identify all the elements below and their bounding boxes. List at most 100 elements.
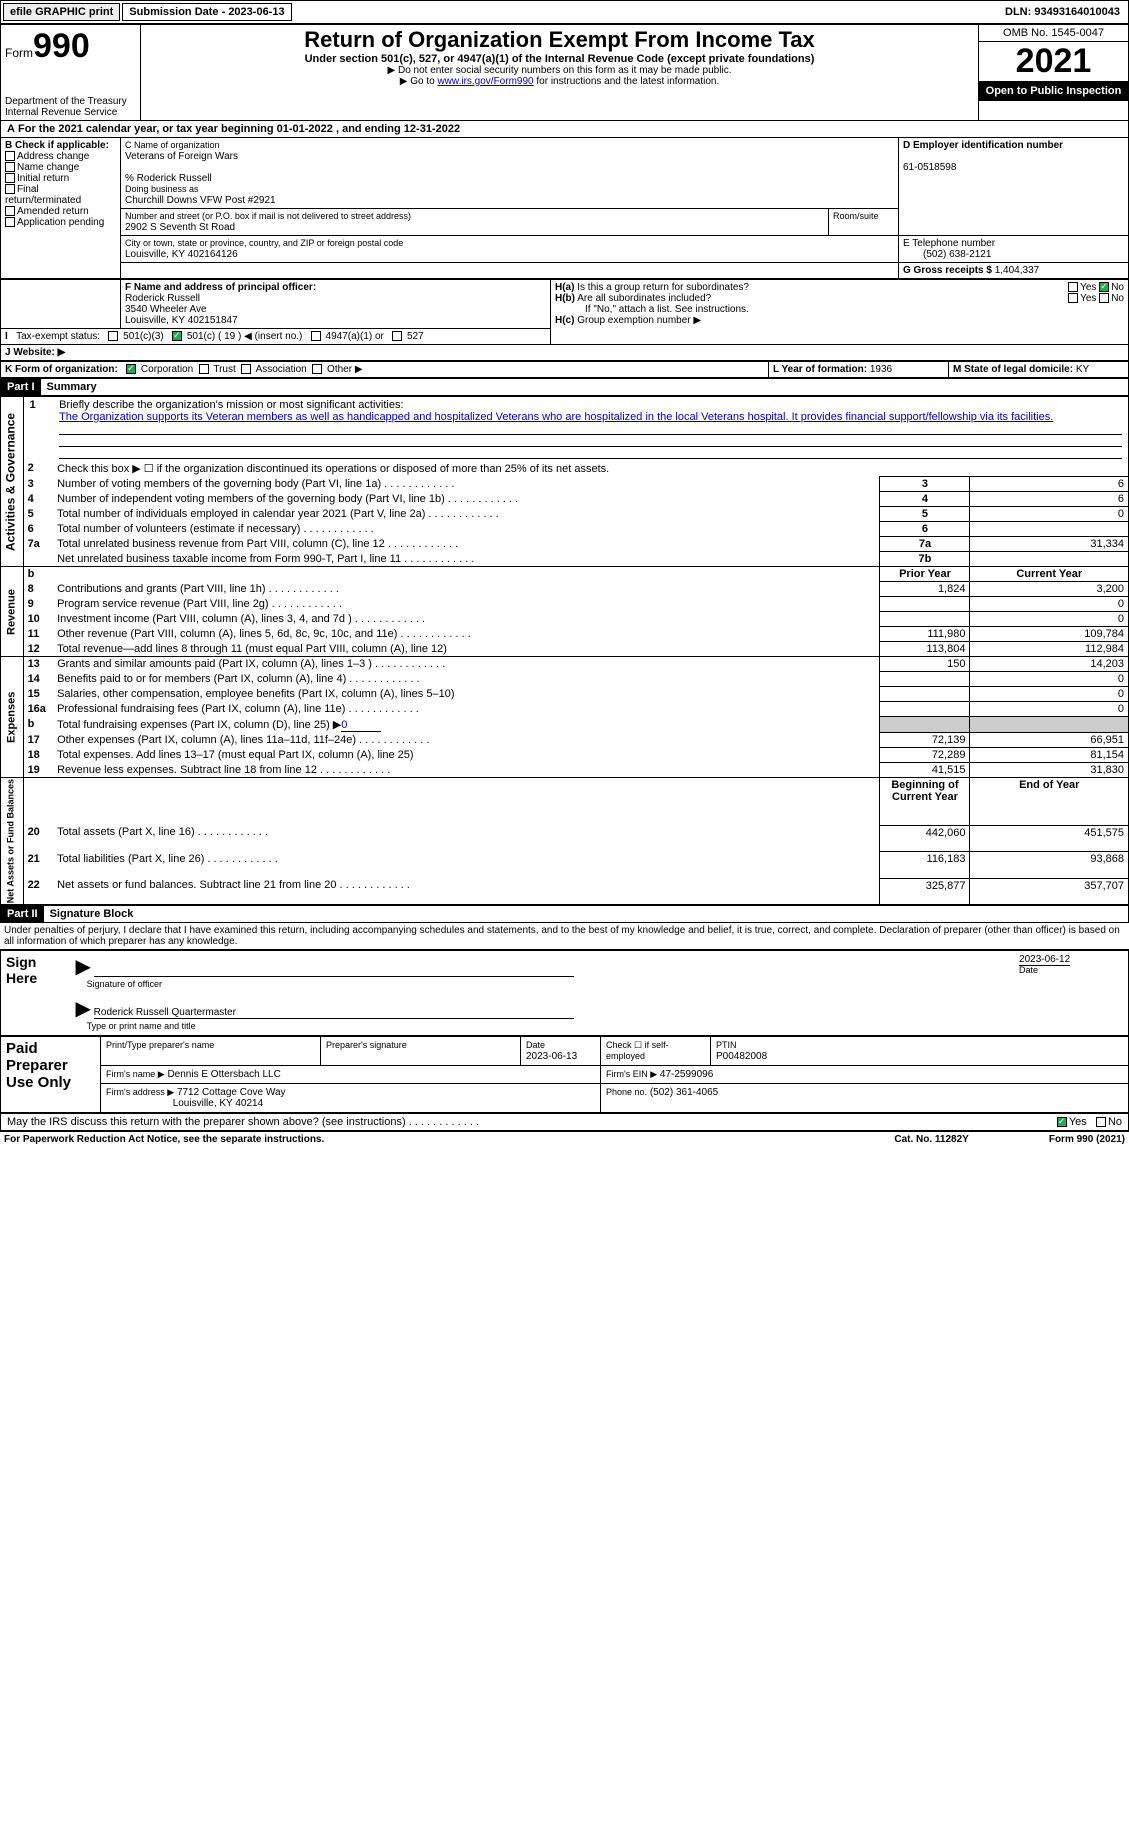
l2-text: Check this box ▶ ☐ if the organization d… <box>53 461 1128 477</box>
website-lbl: J Website: ▶ <box>5 347 65 358</box>
officer-name: Roderick Russell <box>125 293 200 304</box>
block-d-lbl: D Employer identification number <box>903 140 1063 151</box>
part2-header: Part II Signature Block <box>0 905 1129 923</box>
ha-no[interactable] <box>1099 282 1109 292</box>
efile-print-button[interactable]: efile GRAPHIC print <box>3 3 120 21</box>
officer-addr1: 3540 Wheeler Ave <box>125 304 207 315</box>
line-21: Total liabilities (Part X, line 26) <box>53 852 880 879</box>
prior-year-hdr: Prior Year <box>880 567 970 582</box>
line-12: Total revenue—add lines 8 through 11 (mu… <box>53 642 880 657</box>
sig-arrow-icon: ▶ <box>76 956 91 978</box>
chk-initial-return[interactable] <box>5 173 15 183</box>
chk-other[interactable] <box>312 364 322 374</box>
chk-4947[interactable] <box>311 331 321 341</box>
chk-501c3[interactable] <box>108 331 118 341</box>
gross-receipts: 1,404,337 <box>995 265 1040 276</box>
officer-addr2: Louisville, KY 402151847 <box>125 315 238 326</box>
year-formation: 1936 <box>870 364 892 375</box>
paid-preparer-label: Paid Preparer Use Only <box>1 1037 101 1113</box>
chk-501c[interactable] <box>172 331 182 341</box>
chk-trust[interactable] <box>199 364 209 374</box>
dba-lbl: Doing business as <box>125 184 199 194</box>
chk-final-return[interactable] <box>5 184 15 194</box>
line-18: Total expenses. Add lines 13–17 (must eq… <box>53 748 880 763</box>
tax-exempt-lbl: Tax-exempt status: <box>16 331 100 342</box>
ein: 61-0518598 <box>903 162 956 173</box>
phone: (502) 638-2121 <box>903 249 991 260</box>
line-7a: Total unrelated business revenue from Pa… <box>53 537 880 552</box>
line-6: Total number of volunteers (estimate if … <box>53 522 880 537</box>
sidebar-revenue: Revenue <box>1 567 24 657</box>
sign-here-label: Sign Here <box>1 951 71 1036</box>
chk-address-change[interactable] <box>5 151 15 161</box>
val-5: 0 <box>970 507 1129 522</box>
submission-date: Submission Date - 2023-06-13 <box>122 3 291 21</box>
block-e-lbl: E Telephone number <box>903 238 995 249</box>
chk-assoc[interactable] <box>241 364 251 374</box>
city-lbl: City or town, state or province, country… <box>125 238 403 248</box>
omb: OMB No. 1545-0047 <box>979 25 1128 42</box>
val-7b <box>970 552 1129 567</box>
perjury-decl: Under penalties of perjury, I declare th… <box>0 923 1129 950</box>
footer: For Paperwork Reduction Act Notice, see … <box>0 1131 1129 1147</box>
chk-app-pending[interactable] <box>5 217 15 227</box>
block-k-lbl: K Form of organization: <box>5 364 118 375</box>
line-8: Contributions and grants (Part VIII, lin… <box>53 582 880 597</box>
form-subtitle: Under section 501(c), 527, or 4947(a)(1)… <box>145 53 974 65</box>
mission-text: The Organization supports its Veteran me… <box>59 411 1053 423</box>
line-3: Number of voting members of the governin… <box>53 477 880 492</box>
room-lbl: Room/suite <box>833 211 879 221</box>
ha-yes[interactable] <box>1068 282 1078 292</box>
dba: Churchill Downs VFW Post #2921 <box>125 195 276 206</box>
irs-link[interactable]: www.irs.gov/Form990 <box>437 76 533 87</box>
form-title: Return of Organization Exempt From Incom… <box>145 27 974 53</box>
entity-block: B Check if applicable: Address change Na… <box>0 137 1129 279</box>
sidebar-activities: Activities & Governance <box>1 397 24 567</box>
self-employed-chk[interactable]: Check ☐ if self-employed <box>606 1040 669 1061</box>
chk-amended[interactable] <box>5 206 15 216</box>
officer-block: F Name and address of principal officer:… <box>0 279 1129 361</box>
hb-yes[interactable] <box>1068 293 1078 303</box>
chk-527[interactable] <box>392 331 402 341</box>
block-b-label: B Check if applicable: <box>5 140 109 151</box>
block-f-lbl: F Name and address of principal officer: <box>125 282 316 293</box>
care-of: % Roderick Russell <box>125 173 212 184</box>
line-5: Total number of individuals employed in … <box>53 507 880 522</box>
ptin: P00482008 <box>716 1051 767 1062</box>
current-year-hdr: Current Year <box>970 567 1129 582</box>
chk-corp[interactable] <box>126 364 136 374</box>
discuss-yes[interactable] <box>1057 1117 1067 1127</box>
dln: DLN: 93493164010043 <box>997 4 1128 20</box>
line-20: Total assets (Part X, line 16) <box>53 825 880 852</box>
irs-label: Internal Revenue Service <box>5 107 136 118</box>
line-14: Benefits paid to or for members (Part IX… <box>53 672 880 687</box>
line-7b: Net unrelated business taxable income fr… <box>53 552 880 567</box>
hc-label: Group exemption number ▶ <box>577 315 701 326</box>
hb-no[interactable] <box>1099 293 1109 303</box>
street: 2902 S Seventh St Road <box>125 222 235 233</box>
l1-label: Briefly describe the organization's miss… <box>59 399 403 411</box>
open-inspection: Open to Public Inspection <box>979 81 1128 101</box>
officer-name-title: Roderick Russell Quartermaster <box>94 1007 574 1019</box>
firm-ein: 47-2599096 <box>660 1069 713 1080</box>
sidebar-expenses: Expenses <box>1 657 24 778</box>
val-7a: 31,334 <box>970 537 1129 552</box>
form-header: Form990 Department of the Treasury Inter… <box>0 24 1129 121</box>
topbar: efile GRAPHIC print Submission Date - 20… <box>0 0 1129 24</box>
hb-note: If "No," attach a list. See instructions… <box>555 304 749 315</box>
form-label: Form <box>5 46 33 60</box>
part1-header: Part I Summary <box>0 378 1129 396</box>
street-lbl: Number and street (or P.O. box if mail i… <box>125 211 411 221</box>
discuss-no[interactable] <box>1096 1117 1106 1127</box>
state-domicile: KY <box>1076 364 1089 375</box>
line-19: Revenue less expenses. Subtract line 18 … <box>53 763 880 778</box>
tax-year: 2021 <box>979 42 1128 81</box>
period-line: A For the 2021 calendar year, or tax yea… <box>0 121 1129 137</box>
dept-treasury: Department of the Treasury <box>5 96 136 107</box>
line-13: Grants and similar amounts paid (Part IX… <box>53 657 880 672</box>
val-3: 6 <box>970 477 1129 492</box>
chk-name-change[interactable] <box>5 162 15 172</box>
part1-body: Activities & Governance 1 Briefly descri… <box>0 396 1129 905</box>
block-m-lbl: M State of legal domicile: <box>953 364 1073 375</box>
firm-addr: 7712 Cottage Cove Way <box>177 1087 286 1098</box>
